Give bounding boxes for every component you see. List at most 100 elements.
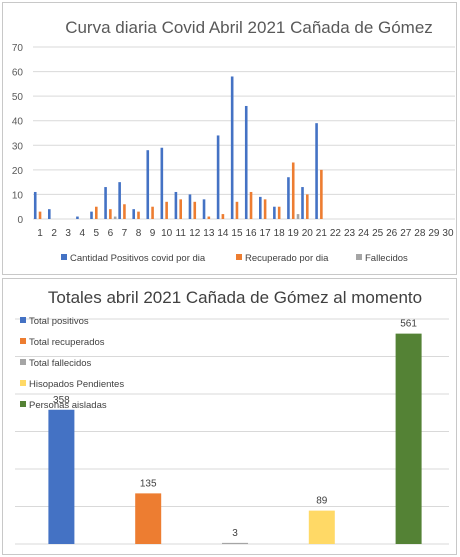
bar-cantidad-positivos-covid-por-dia-day-13 [202, 199, 206, 219]
daily-chart-panel: Curva diaria Covid Abril 2021 Cañada de … [2, 2, 457, 275]
data-label-total-recuperados: 135 [140, 478, 157, 489]
bar-recuperado-por-dia-day-16 [249, 191, 253, 219]
x-tick-label: 4 [79, 228, 85, 239]
bar-recuperado-por-dia-day-12 [193, 201, 197, 219]
bar-personas-aisladas [395, 333, 422, 544]
y-tick-label: 60 [12, 68, 24, 79]
legend-swatch-hisopados-pendientes [20, 380, 26, 386]
y-tick-label: 50 [12, 92, 24, 103]
x-tick-label: 27 [400, 228, 412, 239]
bar-cantidad-positivos-covid-por-dia-day-14 [216, 135, 220, 219]
legend-swatch-total-positivos [20, 317, 26, 323]
legend-label-cantidad-positivos-covid-por-dia: Cantidad Positivos covid por dia [70, 253, 206, 264]
bar-recuperado-por-dia-day-20 [306, 194, 309, 219]
y-tick-label: 0 [17, 215, 23, 226]
x-tick-label: 18 [274, 228, 286, 239]
x-tick-label: 28 [414, 228, 426, 239]
bar-cantidad-positivos-covid-por-dia-day-18 [273, 206, 276, 219]
x-tick-label: 25 [372, 228, 384, 239]
x-tick-label: 8 [136, 228, 142, 239]
bar-fallecidos-day-19 [296, 214, 300, 219]
x-tick-label: 17 [260, 228, 272, 239]
bar-cantidad-positivos-covid-por-dia-day-21 [315, 123, 318, 219]
bar-cantidad-positivos-covid-por-dia-day-11 [174, 191, 178, 219]
bar-recuperado-por-dia-day-19 [291, 162, 295, 219]
bar-cantidad-positivos-covid-por-dia-day-16 [244, 105, 248, 219]
data-label-hisopados-pendientes: 89 [316, 496, 328, 507]
x-tick-label: 10 [161, 228, 173, 239]
x-tick-label: 22 [330, 228, 342, 239]
x-tick-label: 9 [150, 228, 156, 239]
daily-chart: Curva diaria Covid Abril 2021 Cañada de … [12, 18, 455, 264]
bar-cantidad-positivos-covid-por-dia-day-15 [230, 76, 234, 219]
bar-recuperado-por-dia-day-7 [123, 204, 126, 219]
x-tick-label: 26 [386, 228, 398, 239]
bar-recuperado-por-dia-day-9 [151, 206, 154, 219]
legend-label-hisopados-pendientes: Hisopados Pendientes [29, 379, 124, 390]
x-tick-label: 5 [94, 228, 100, 239]
bar-cantidad-positivos-covid-por-dia-day-6 [104, 187, 107, 219]
x-tick-label: 3 [65, 228, 71, 239]
bar-recuperado-por-dia-day-5 [95, 206, 98, 219]
bar-recuperado-por-dia-day-10 [165, 201, 168, 219]
bar-recuperado-por-dia-day-8 [137, 211, 140, 219]
bar-recuperado-por-dia-day-13 [207, 216, 211, 219]
x-tick-label: 20 [302, 228, 314, 239]
legend-swatch-personas-aisladas [20, 401, 26, 407]
legend-swatch-recuperado-por-dia [236, 254, 242, 260]
data-label-total-positivos: 358 [53, 395, 70, 406]
bar-cantidad-positivos-covid-por-dia-day-9 [146, 150, 150, 219]
y-tick-label: 20 [12, 166, 24, 177]
bar-cantidad-positivos-covid-por-dia-day-19 [287, 177, 290, 219]
daily-chart-title: Curva diaria Covid Abril 2021 Cañada de … [65, 18, 433, 37]
y-tick-label: 30 [12, 141, 24, 152]
bar-recuperado-por-dia-day-1 [38, 211, 42, 219]
bar-cantidad-positivos-covid-por-dia-day-5 [90, 211, 93, 219]
bar-cantidad-positivos-covid-por-dia-day-17 [259, 196, 262, 219]
bar-hisopados-pendientes [308, 510, 335, 544]
x-tick-label: 7 [122, 228, 128, 239]
bar-recuperado-por-dia-day-21 [320, 169, 323, 219]
bar-cantidad-positivos-covid-por-dia-day-20 [301, 187, 304, 219]
x-tick-label: 1 [37, 228, 43, 239]
bar-recuperado-por-dia-day-6 [109, 209, 112, 219]
x-tick-label: 16 [245, 228, 257, 239]
x-tick-label: 19 [288, 228, 300, 239]
x-tick-label: 14 [217, 228, 229, 239]
data-label-total-fallecidos: 3 [232, 528, 238, 539]
bar-cantidad-positivos-covid-por-dia-day-4 [76, 216, 79, 219]
totals-chart-title: Totales abril 2021 Cañada de Gómez al mo… [48, 288, 422, 307]
bar-recuperado-por-dia-day-17 [263, 199, 267, 219]
legend-label-recuperado-por-dia: Recuperado por dia [245, 253, 329, 264]
y-tick-label: 70 [12, 43, 24, 54]
bar-cantidad-positivos-covid-por-dia-day-8 [132, 209, 135, 219]
x-tick-label: 24 [358, 228, 370, 239]
x-tick-label: 21 [316, 228, 328, 239]
legend-label-fallecidos: Fallecidos [365, 253, 408, 264]
totals-chart: Totales abril 2021 Cañada de Gómez al mo… [15, 288, 449, 545]
bar-cantidad-positivos-covid-por-dia-day-10 [160, 147, 164, 219]
x-tick-label: 11 [176, 228, 187, 239]
bar-recuperado-por-dia-day-15 [235, 201, 239, 219]
totals-chart-panel: Totales abril 2021 Cañada de Gómez al mo… [2, 278, 457, 555]
bar-total-recuperados [135, 493, 162, 544]
bar-cantidad-positivos-covid-por-dia-day-12 [188, 194, 192, 219]
y-tick-label: 40 [12, 117, 24, 128]
bar-cantidad-positivos-covid-por-dia-day-2 [48, 209, 51, 219]
x-tick-label: 6 [108, 228, 114, 239]
y-tick-label: 10 [12, 190, 24, 201]
x-tick-label: 12 [189, 228, 201, 239]
legend-label-personas-aisladas: Personas aisladas [29, 400, 107, 411]
x-tick-label: 30 [442, 228, 454, 239]
bar-recuperado-por-dia-day-18 [277, 206, 281, 219]
bar-total-fallecidos [222, 542, 248, 544]
x-tick-label: 13 [203, 228, 215, 239]
legend-label-total-fallecidos: Total fallecidos [29, 358, 92, 369]
bar-cantidad-positivos-covid-por-dia-day-1 [33, 191, 37, 219]
x-tick-label: 15 [231, 228, 243, 239]
legend-swatch-total-fallecidos [20, 359, 26, 365]
legend-label-total-recuperados: Total recuperados [29, 337, 105, 348]
legend-swatch-fallecidos [356, 254, 362, 260]
bar-total-positivos [48, 409, 75, 544]
